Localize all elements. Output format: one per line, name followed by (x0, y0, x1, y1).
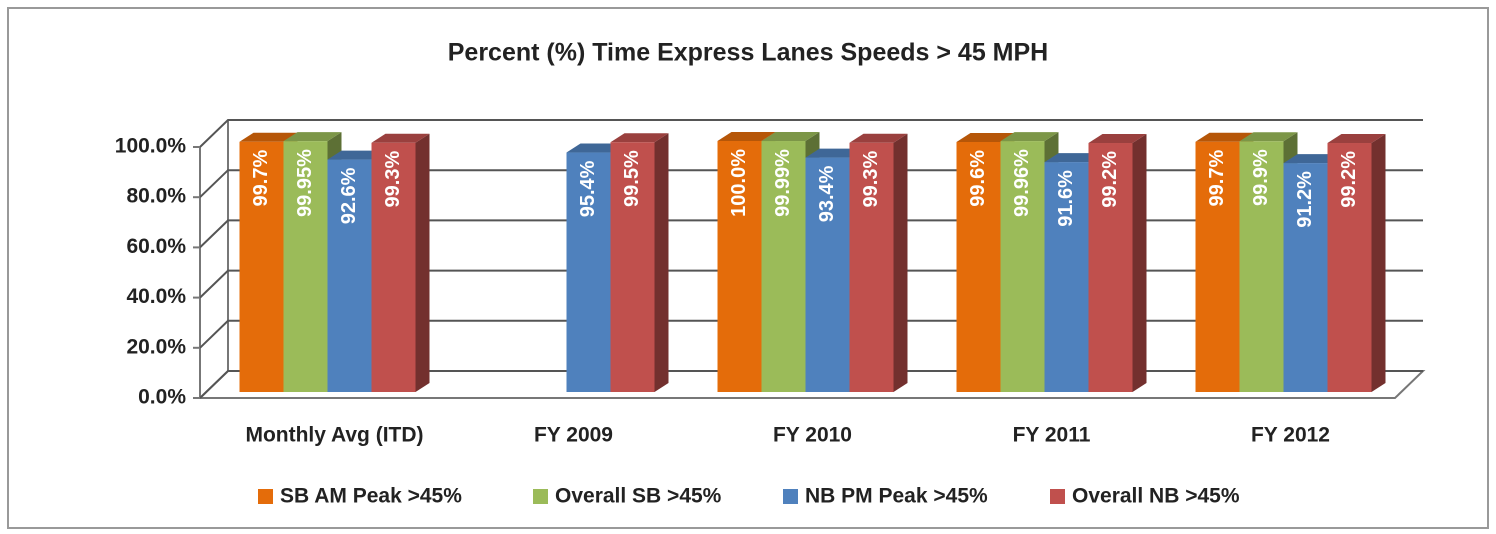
x-tick-label: FY 2012 (1251, 424, 1330, 447)
bar-front (761, 141, 806, 392)
bar-top (327, 150, 386, 160)
bar-front (1044, 162, 1089, 392)
data-label: 99.9% (1250, 149, 1272, 206)
bar-front (239, 141, 284, 392)
y-tick-label: 60.0% (126, 235, 186, 258)
bar-front (805, 157, 850, 392)
bar-front (1283, 163, 1328, 392)
bar-front (610, 142, 655, 392)
bar: 91.2% (1283, 154, 1342, 392)
bar-side (654, 133, 669, 392)
bar-top (761, 132, 820, 142)
data-label: 99.96% (1011, 149, 1033, 217)
bar: 99.3% (371, 133, 430, 392)
bar-front (849, 142, 894, 392)
bar-side (415, 133, 430, 392)
legend-label: Overall SB >45% (555, 485, 722, 508)
bar-top (1283, 154, 1342, 164)
bar-front (1327, 143, 1372, 392)
chart-title: Percent (%) Time Express Lanes Speeds > … (448, 39, 1049, 67)
bar-top (956, 133, 1015, 143)
bar-top (283, 132, 342, 142)
bar-top (239, 132, 298, 142)
bar: 99.5% (610, 133, 669, 392)
bar-front (1239, 141, 1284, 392)
y-tick-label: 20.0% (126, 335, 186, 358)
data-label: 99.99% (772, 149, 794, 217)
bar-front (717, 141, 762, 392)
legend-label: Overall NB >45% (1072, 485, 1240, 508)
bar-top (1088, 134, 1147, 144)
bar-front (327, 159, 372, 392)
data-label: 99.3% (382, 151, 404, 208)
x-tick-label: FY 2011 (1013, 424, 1091, 447)
data-label: 99.7% (1206, 150, 1228, 207)
bar-top (371, 133, 430, 143)
data-label: 99.5% (621, 150, 643, 207)
data-label: 93.4% (816, 165, 838, 222)
legend-swatch (258, 489, 273, 504)
legend-label: SB AM Peak >45% (280, 485, 462, 508)
x-tick-label: FY 2009 (534, 424, 613, 447)
bar-front (1195, 141, 1240, 392)
bar-top (717, 132, 776, 141)
bar-front (283, 141, 328, 392)
data-label: 99.7% (250, 150, 272, 207)
y-tick-label: 0.0% (138, 386, 186, 409)
bar: 99.2% (1088, 134, 1147, 392)
bar-side (1371, 134, 1386, 392)
bar-top (610, 133, 669, 143)
legend-swatch (783, 489, 798, 504)
x-tick-label: FY 2010 (773, 424, 852, 447)
grid-line (199, 119, 1423, 148)
bar-top (1195, 132, 1254, 142)
data-label: 95.4% (577, 160, 599, 217)
data-label: 92.6% (338, 167, 360, 224)
bar-side (1132, 134, 1147, 392)
bar-side (893, 133, 908, 392)
bar-top (566, 143, 625, 153)
legend-swatch (1050, 489, 1065, 504)
data-label: 99.2% (1338, 151, 1360, 208)
y-tick-label: 100.0% (115, 135, 187, 158)
data-label: 99.3% (860, 151, 882, 208)
bar-front (956, 142, 1001, 392)
bar-top (1044, 153, 1103, 163)
y-tick-label: 40.0% (126, 285, 186, 308)
data-label: 99.2% (1099, 151, 1121, 208)
data-label: 91.6% (1055, 170, 1077, 227)
data-label: 99.6% (967, 150, 989, 207)
bar: 99.2% (1327, 134, 1386, 392)
y-tick-label: 80.0% (126, 185, 186, 208)
x-tick-label: Monthly Avg (ITD) (245, 424, 423, 447)
bar: 99.3% (849, 133, 908, 392)
legend-label: NB PM Peak >45% (805, 485, 988, 508)
legend-swatch (533, 489, 548, 504)
bar-top (1327, 134, 1386, 144)
bar-front (1000, 141, 1045, 392)
bar-top (1000, 132, 1059, 142)
bar-top (805, 148, 864, 158)
data-label: 91.2% (1294, 171, 1316, 228)
bar-top (849, 133, 908, 143)
bar-front (1088, 143, 1133, 392)
data-label: 99.95% (294, 149, 316, 217)
bar-top (1239, 132, 1298, 142)
data-label: 100.0% (728, 149, 750, 217)
bar-front (371, 142, 416, 392)
bar-front (566, 152, 611, 392)
